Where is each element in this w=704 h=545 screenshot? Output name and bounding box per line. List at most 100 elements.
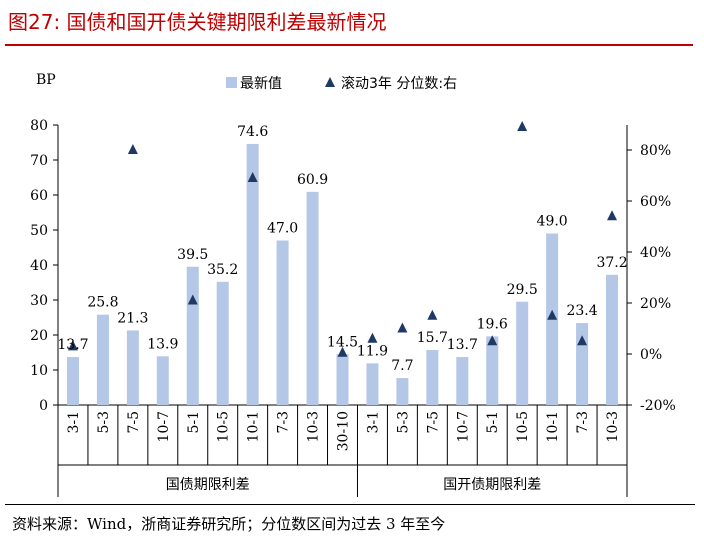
bar-value-label: 37.2 [596,255,627,271]
percentile-marker [427,309,438,320]
percentile-marker [547,309,558,320]
percentile-marker [577,335,588,346]
title-rule [5,44,693,46]
data-labels: 13.7 25.821.3 13.9 39.535.2 74.6 47.0 60.9 14.5… [57,124,627,374]
percentile-marker [367,332,378,343]
y-tick-label-left: 60 [30,188,48,204]
bar-value-label: 13.7 [447,337,478,353]
category-label: 7-5 [425,411,441,434]
bar [516,301,529,405]
percentile-marker [67,340,78,351]
bar-value-label: 25.8 [87,295,118,311]
bar [156,356,169,405]
y-tick-label-left: 10 [30,363,48,379]
bar-value-label: 39.5 [177,247,208,263]
category-label: 3-1 [365,411,381,434]
category-label: 10-5 [216,411,232,442]
group-label: 国开债期限利差 [443,477,541,493]
bar-series [66,143,619,405]
bar [366,363,379,405]
bar-value-label: 29.5 [507,282,538,298]
percentile-marker [607,210,618,221]
group-label: 国债期限利差 [166,477,250,493]
bar [66,357,79,405]
bar [396,378,409,405]
bar [126,330,139,405]
y-tick-label-right: 40% [640,245,671,261]
legend-label-marker: 滚动3年 分位数:右 [341,75,457,92]
bar [456,357,469,405]
bar-value-label: 35.2 [207,262,238,278]
bar [306,191,319,405]
y-tick-label-right: 0% [640,347,662,363]
category-label: 3-1 [66,411,82,434]
y-tick-label-right: 80% [640,143,671,159]
category-label: 10-7 [455,411,471,442]
bar-value-label: 14.5 [327,334,358,350]
percentile-marker [187,294,198,305]
category-label: 10-7 [156,411,172,442]
bar [246,143,259,405]
y-tick-label-left: 20 [30,328,48,344]
bar-value-label: 13.7 [57,337,88,353]
bar-value-label: 19.6 [477,316,508,332]
bar-value-label: 74.6 [237,124,268,140]
legend: 最新值 滚动3年 分位数:右 [226,75,457,92]
legend-label-bar: 最新值 [240,76,282,92]
y-tick-label-left: 80 [30,118,48,134]
bar [606,274,619,405]
chart-title: 图27: 国债和国开债关键期限利差最新情况 [8,10,387,34]
bar [336,354,349,405]
bar [486,336,499,405]
y-tick-label-left: 70 [30,153,48,169]
bar-value-label: 7.7 [391,358,413,374]
bar-value-label: 47.0 [267,221,298,237]
bar-value-label: 60.9 [297,172,328,188]
legend-swatch-marker [325,77,335,87]
category-label: 7-3 [575,411,591,434]
chart-axes: 0 10 20 30 40 50 60 70 80 BP -20% 0% 20% 40% 60% 80% 3-1… [30,72,676,497]
category-label: 10-5 [515,411,531,442]
category-label: 30-10 [336,411,352,451]
category-label: 5-1 [186,411,202,434]
category-label: 10-1 [545,411,561,442]
category-label: 10-3 [605,411,621,442]
category-label: 5-3 [395,411,411,434]
percentile-marker [487,335,498,346]
category-label: 5-3 [96,411,112,434]
bar [426,350,439,405]
y-tick-label-left: 50 [30,223,48,239]
legend-swatch-bar [226,77,237,88]
y-tick-label-right: 60% [640,194,671,210]
percentile-series [67,121,618,357]
category-label: 10-1 [246,411,262,442]
bar-value-label: 11.9 [357,343,388,359]
percentile-marker [397,322,408,333]
bar-value-label: 49.0 [537,214,568,230]
bar-value-label: 21.3 [117,310,148,326]
category-label: 10-3 [306,411,322,442]
category-label: 7-5 [126,411,142,434]
footer-rule [5,504,695,505]
bar [186,266,199,405]
category-label: 5-1 [485,411,501,434]
y-tick-label-left: 30 [30,293,48,309]
bar-value-label: 23.4 [566,303,597,319]
percentile-marker [337,346,348,357]
percentile-marker [127,144,138,154]
percentile-marker [517,121,528,132]
percentile-marker [247,172,258,183]
y-axis-label: BP [36,72,56,88]
bar [96,314,109,405]
y-tick-label-left: 40 [30,258,48,274]
y-tick-label-left: 0 [39,398,48,414]
bar [276,240,289,405]
y-tick-label-right: 20% [640,296,671,312]
bar-value-label: 13.9 [147,336,178,352]
category-label: 7-3 [276,411,292,434]
source-note: 资料来源：Wind，浙商证券研究所；分位数区间为过去 3 年至今 [12,515,446,533]
bar [216,281,229,405]
y-tick-label-right: -20% [640,398,676,414]
bar-value-label: 15.7 [417,330,448,346]
